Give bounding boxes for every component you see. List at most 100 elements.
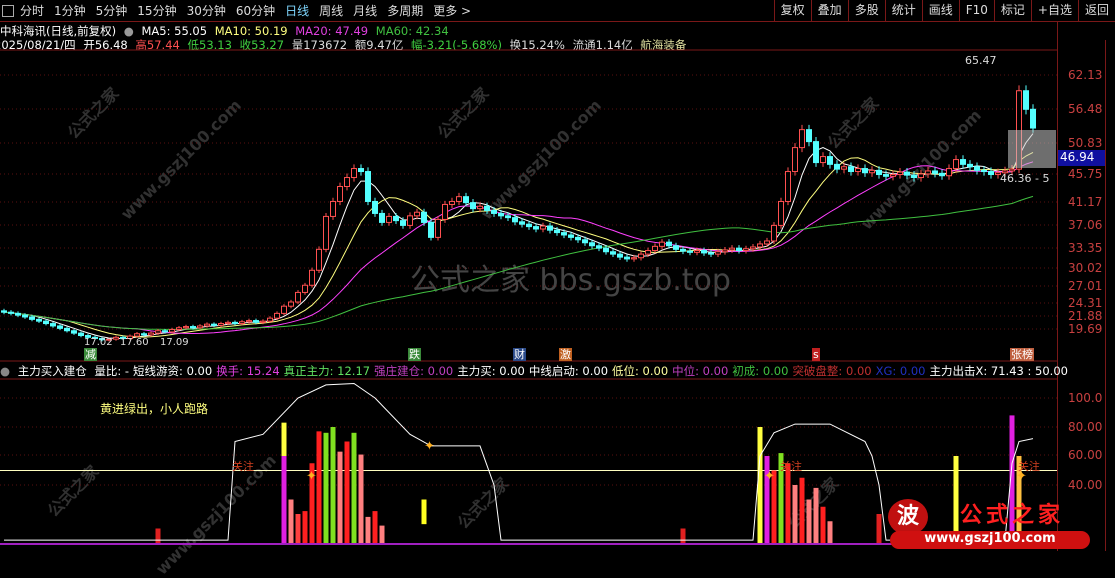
tab-period[interactable]: 5分钟 bbox=[95, 4, 128, 18]
candle bbox=[764, 240, 770, 245]
candle bbox=[330, 200, 336, 217]
candle bbox=[288, 301, 294, 307]
indicator-bar bbox=[820, 506, 826, 543]
candle bbox=[519, 221, 525, 225]
candle bbox=[666, 241, 672, 247]
focus-label: 关注 bbox=[232, 459, 254, 473]
tab-period[interactable]: 15分钟 bbox=[137, 4, 177, 18]
candle bbox=[638, 253, 644, 259]
candle bbox=[617, 253, 623, 258]
panel-toggle-icon[interactable] bbox=[2, 4, 14, 17]
toolbar-button[interactable]: 复权 bbox=[773, 0, 811, 22]
candle bbox=[85, 335, 91, 338]
candle bbox=[211, 323, 217, 326]
candle bbox=[750, 246, 756, 250]
toolbar-button[interactable]: F10 bbox=[958, 0, 994, 22]
price-tick-label: 37.06 bbox=[1068, 218, 1103, 232]
turnover: 换15.24% bbox=[509, 38, 565, 52]
toolbar-button[interactable]: 统计 bbox=[884, 0, 922, 22]
sector: 航海装备 bbox=[640, 38, 687, 52]
tab-period[interactable]: 60分钟 bbox=[235, 4, 276, 18]
indicator-bar bbox=[813, 487, 819, 543]
candle bbox=[911, 174, 917, 179]
candle bbox=[792, 147, 798, 173]
indicator-value: 换手: 15.24 bbox=[216, 364, 280, 378]
tab-period[interactable]: 多周期 bbox=[387, 4, 424, 18]
candle bbox=[281, 305, 287, 314]
candle bbox=[974, 166, 980, 171]
candle bbox=[428, 221, 434, 238]
candle bbox=[463, 196, 469, 204]
candle bbox=[253, 320, 259, 323]
indicator-bar bbox=[302, 511, 308, 543]
toolbar-button[interactable]: +自选 bbox=[1030, 0, 1078, 22]
candle bbox=[246, 320, 252, 323]
candle bbox=[134, 333, 140, 337]
candle bbox=[547, 225, 553, 231]
candle bbox=[652, 245, 658, 252]
indicator-bar bbox=[785, 463, 791, 543]
high-annotation: 65.47 bbox=[965, 54, 997, 67]
price-tick-label: 21.88 bbox=[1068, 309, 1103, 323]
float-shares: 流通1.14亿 bbox=[572, 38, 633, 52]
indicator-name[interactable]: 主力买入建仓 bbox=[17, 364, 87, 378]
toolbar-button[interactable]: 返回 bbox=[1077, 0, 1115, 22]
indicator-bar bbox=[876, 514, 882, 543]
toolbar-button[interactable]: 多股 bbox=[847, 0, 885, 22]
high: 高57.44 bbox=[135, 38, 180, 52]
settings-icon[interactable]: ● bbox=[123, 24, 134, 38]
watermark-center: 公式之家 bbs.gszb.top bbox=[410, 263, 731, 298]
indicator-bar bbox=[799, 477, 805, 543]
candle bbox=[351, 168, 357, 179]
candle bbox=[687, 250, 693, 253]
logo-mark: 波 bbox=[888, 499, 928, 535]
candle bbox=[820, 156, 826, 164]
candle bbox=[456, 196, 462, 202]
tab-period[interactable]: 更多 > bbox=[433, 4, 472, 18]
candle bbox=[561, 232, 567, 236]
candle bbox=[624, 256, 630, 260]
candle bbox=[946, 168, 952, 177]
candle bbox=[43, 320, 49, 325]
candle bbox=[834, 163, 840, 170]
price-tick-label: 24.31 bbox=[1068, 296, 1103, 310]
candle bbox=[372, 200, 378, 214]
tab-period[interactable]: 30分钟 bbox=[186, 4, 226, 18]
indicator-bar bbox=[295, 514, 301, 543]
candle bbox=[785, 171, 791, 202]
candle bbox=[386, 215, 392, 223]
tab-period[interactable]: 分时 bbox=[20, 4, 45, 18]
butterfly-icon: ✦ bbox=[424, 439, 435, 454]
signal-tag: s bbox=[812, 348, 820, 361]
tab-period[interactable]: 1分钟 bbox=[54, 4, 86, 18]
candle bbox=[589, 242, 595, 247]
candle bbox=[106, 338, 112, 341]
candle bbox=[673, 245, 679, 250]
toolbar-button[interactable]: 叠加 bbox=[810, 0, 848, 22]
tab-period[interactable]: 月线 bbox=[353, 4, 378, 18]
candle bbox=[155, 330, 161, 334]
ma10-label: MA10: 50.19 bbox=[214, 24, 288, 38]
candle bbox=[603, 247, 609, 253]
focus-label: 关注 bbox=[1018, 459, 1040, 473]
candle bbox=[862, 168, 868, 174]
tab-period[interactable]: 周线 bbox=[319, 4, 344, 18]
crosshair-label: 46.36 - 5 bbox=[1000, 172, 1049, 185]
candle bbox=[99, 338, 105, 341]
toolbar-button[interactable]: 画线 bbox=[921, 0, 959, 22]
indicator-icon[interactable]: ● bbox=[0, 364, 11, 378]
indicator-value: 突破盘整: 0.00 bbox=[792, 364, 872, 378]
candle bbox=[806, 129, 812, 143]
indicator-bar bbox=[155, 528, 161, 543]
candle bbox=[239, 321, 245, 325]
candle bbox=[344, 177, 350, 188]
candle bbox=[512, 217, 518, 223]
toolbar-button[interactable]: 标记 bbox=[993, 0, 1031, 22]
price-tick-label: 50.83 bbox=[1068, 136, 1103, 150]
tab-period[interactable]: 日线 bbox=[285, 4, 310, 18]
indicator-tick-label: 60.00 bbox=[1068, 448, 1103, 462]
indicator-bar bbox=[309, 463, 315, 543]
candle bbox=[953, 159, 959, 170]
candle bbox=[743, 248, 749, 252]
